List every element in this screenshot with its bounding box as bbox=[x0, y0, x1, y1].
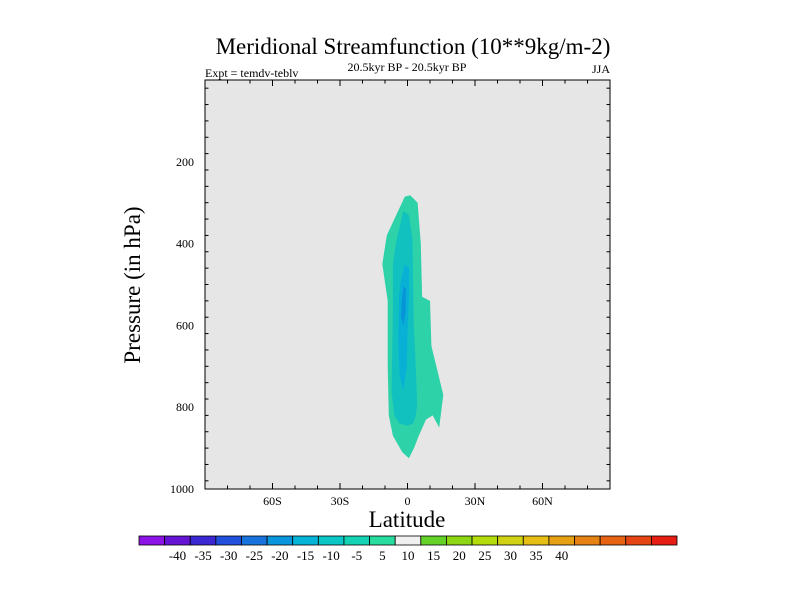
colorbar-label: -20 bbox=[271, 548, 288, 563]
contour-band-minus-20-to-minus-15 bbox=[398, 264, 409, 391]
colorbar-label: 40 bbox=[555, 548, 568, 563]
x-tick-label: 30S bbox=[331, 494, 350, 508]
colorbar-swatch bbox=[317, 535, 345, 546]
x-tick-label: 60S bbox=[263, 494, 282, 508]
x-tick-label: 60N bbox=[532, 494, 553, 508]
colorbar-swatch bbox=[164, 535, 191, 546]
colorbar-labels: -40 -35 -30 -25 -20 -15 -10 -5 5 10 15 20 25 30 35 40 bbox=[169, 548, 568, 563]
colorbar-label: -15 bbox=[297, 548, 314, 563]
y-tick-label: 400 bbox=[176, 237, 194, 251]
colorbar-swatch bbox=[599, 535, 627, 546]
y-tick-label: 200 bbox=[176, 155, 194, 169]
chart-subtitle-right: JJA bbox=[592, 62, 610, 76]
colorbar-label: -40 bbox=[169, 548, 186, 563]
colorbar-swatch bbox=[394, 535, 422, 546]
colorbar-swatch bbox=[266, 535, 294, 546]
plot-frame bbox=[204, 79, 611, 490]
colorbar-swatch bbox=[189, 535, 217, 546]
colorbar-swatch bbox=[292, 535, 319, 546]
chart-subtitle-left: Expt = temdv-teblv bbox=[205, 66, 298, 80]
chart-subtitle-center: 20.5kyr BP - 20.5kyr BP bbox=[348, 60, 467, 74]
y-tick-label: 1000 bbox=[170, 482, 194, 496]
x-tick-label: 30N bbox=[465, 494, 486, 508]
colorbar bbox=[138, 535, 678, 546]
colorbar-swatch bbox=[420, 535, 447, 546]
colorbar-swatch bbox=[471, 535, 499, 546]
y-axis-label: Pressure (in hPa) bbox=[120, 206, 145, 363]
contour-layer bbox=[382, 195, 444, 459]
colorbar-label: -5 bbox=[351, 548, 362, 563]
colorbar-label: -25 bbox=[246, 548, 263, 563]
colorbar-swatch bbox=[574, 535, 601, 546]
colorbar-swatch bbox=[343, 535, 370, 546]
contour-band-minus-25-to-minus-20 bbox=[401, 286, 407, 326]
colorbar-label: 5 bbox=[379, 548, 386, 563]
colorbar-label: 10 bbox=[402, 548, 415, 563]
colorbar-label: -35 bbox=[194, 548, 211, 563]
tick-labels: 60S 30S 0 30N 60N 200 400 600 800 1000 bbox=[170, 155, 553, 508]
colorbar-swatch bbox=[625, 535, 652, 546]
colorbar-swatch bbox=[138, 535, 166, 546]
x-axis-label: Latitude bbox=[369, 507, 446, 532]
colorbar-swatch bbox=[369, 535, 396, 546]
colorbar-swatch bbox=[548, 535, 575, 546]
colorbar-swatch bbox=[241, 535, 268, 546]
colorbar-swatch bbox=[215, 535, 242, 546]
colorbar-swatch bbox=[522, 535, 550, 546]
colorbar-label: -10 bbox=[322, 548, 339, 563]
colorbar-swatch bbox=[497, 535, 524, 546]
colorbar-label: 25 bbox=[478, 548, 491, 563]
x-tick-label: 0 bbox=[405, 494, 411, 508]
colorbar-swatch bbox=[650, 535, 678, 546]
colorbar-swatch bbox=[446, 535, 473, 546]
colorbar-label: 35 bbox=[530, 548, 543, 563]
colorbar-label: 15 bbox=[427, 548, 440, 563]
chart-title: Meridional Streamfunction (10**9kg/m-2) bbox=[216, 34, 611, 59]
colorbar-label: 30 bbox=[504, 548, 517, 563]
colorbar-label: 20 bbox=[453, 548, 466, 563]
y-tick-label: 600 bbox=[176, 318, 194, 332]
colorbar-label: -30 bbox=[220, 548, 237, 563]
y-tick-label: 800 bbox=[176, 400, 194, 414]
